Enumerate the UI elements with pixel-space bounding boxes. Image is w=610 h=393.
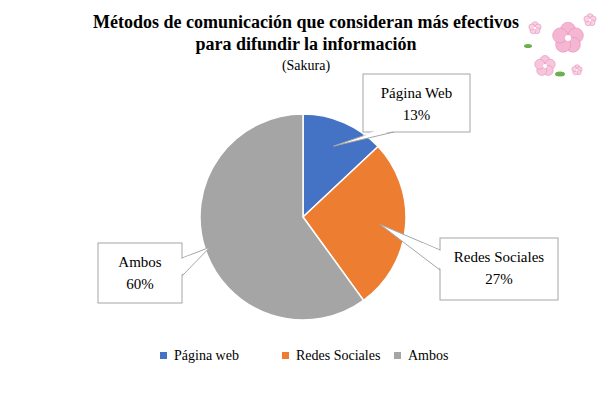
callout-pointer [380,224,440,270]
flower-center [534,27,536,29]
callout-box [363,74,470,132]
legend-label: Ambos [408,348,448,363]
decoration [524,14,596,77]
background [0,0,610,393]
legend-swatch [282,352,289,359]
flower [572,65,582,75]
flower-center [565,35,571,41]
legend-swatch [160,352,167,359]
data-label-value: 60% [126,276,154,292]
flower-petal [572,67,577,72]
callout-joint [423,243,441,269]
flower-center [576,69,578,71]
chart-title: Métodos de comunicación que consideran m… [93,12,519,32]
flower [535,56,555,76]
flower [584,14,596,26]
chart-subtitle: (Sakura) [282,58,331,74]
flower [529,22,541,34]
chart-container: Métodos de comunicación que consideran m… [0,0,610,393]
legend-swatch [394,352,401,359]
flower-center [543,64,547,68]
callout-joint [363,131,393,136]
callout-box [98,243,182,303]
flower [553,22,584,52]
flower-petal [535,59,545,69]
callout-pointer [334,132,394,146]
chart-title: para difundir la información [195,34,416,54]
callout-pointer [182,247,210,276]
leaf [555,72,565,77]
legend: Página web Redes Sociales Ambos [160,348,448,363]
data-labels: Página Web 13% Redes Sociales 27% Ambos 60% [98,74,558,303]
data-label-category: Ambos [118,254,162,270]
callout: Página Web 13% [334,74,470,146]
data-label-category: Redes Sociales [454,249,545,265]
data-label-value: 13% [403,107,431,123]
callout-joint [181,255,190,275]
legend-label: Página web [174,348,239,363]
legend-label: Redes Sociales [296,348,380,363]
data-label-category: Página Web [381,85,452,101]
pie [200,114,406,320]
callout: Redes Sociales 27% [380,224,558,300]
data-label-value: 27% [485,271,513,287]
flower-petal [584,16,590,22]
flower-center [589,19,591,21]
callout-box [440,238,558,300]
chart-svg: Métodos de comunicación que consideran m… [0,0,610,393]
flower-petal [529,24,535,30]
leaf [524,44,532,48]
flower-petal [553,28,568,43]
callout: Ambos 60% [98,243,210,303]
